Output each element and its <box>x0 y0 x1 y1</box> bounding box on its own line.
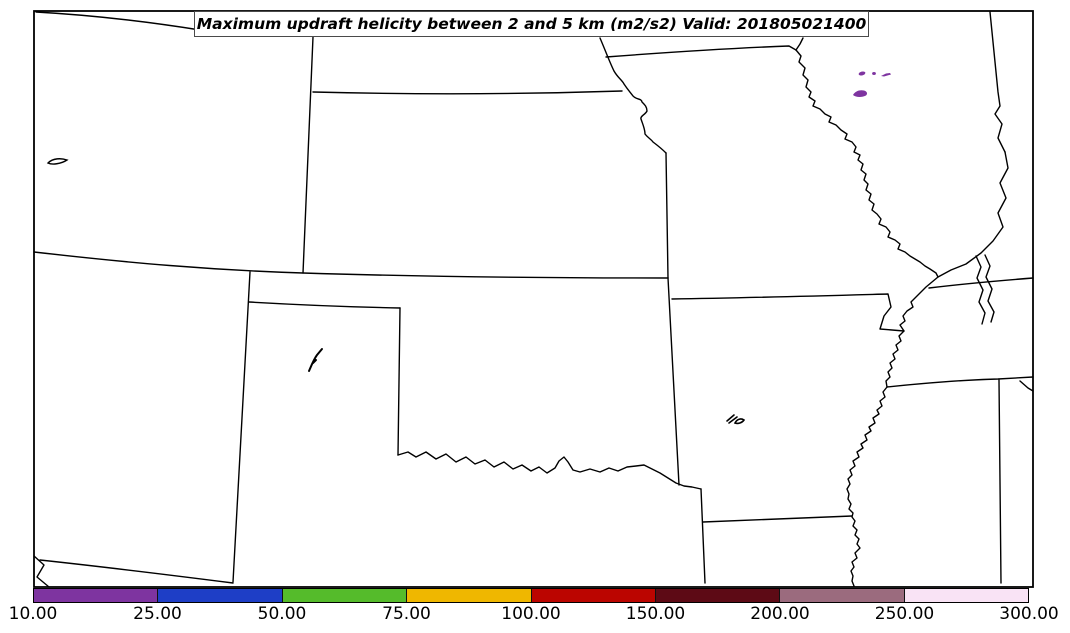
rio-grande-el-paso <box>33 555 50 588</box>
wabash-river-il-in <box>989 11 1006 153</box>
border-tn-ms <box>886 376 1034 388</box>
tennessee-river-east <box>984 254 995 323</box>
border-co-ne <box>35 11 201 31</box>
ohio-river-il-ky <box>937 151 1009 278</box>
helicity-contour-arkansas <box>726 414 746 425</box>
border-ks-mo <box>665 152 669 279</box>
border-ks-ne <box>312 90 623 95</box>
helicity-contour-iowa-2 <box>872 72 876 75</box>
tennessee-river-west <box>975 255 986 325</box>
colorbar-segment-25-50 <box>157 589 282 602</box>
colorbar <box>33 588 1029 603</box>
helicity-contour-oklahoma <box>308 348 323 372</box>
border-37n-nm-co-ks-ok <box>33 251 669 279</box>
tennessee-river-crossing <box>1019 380 1034 392</box>
helicity-contour-iowa-4 <box>853 90 868 97</box>
border-ar-la <box>702 515 853 523</box>
colorbar-segment-50-75 <box>281 589 407 602</box>
red-river-border-ok-tx <box>397 451 702 490</box>
helicity-contour-iowa-3 <box>881 73 891 77</box>
border-ia-mo <box>605 45 797 58</box>
missouri-river-border <box>599 37 667 154</box>
border-ok-panhandle-tx <box>248 301 401 309</box>
border-nm-tx-32n <box>39 559 234 584</box>
border-co-ks <box>302 36 314 274</box>
border-100w-tx-ok <box>397 307 401 456</box>
border-ok-ar <box>667 277 680 486</box>
helicity-filled-contours <box>853 71 891 97</box>
helicity-outline-contours <box>46 158 746 425</box>
colorbar-segment-250-300 <box>903 589 1028 602</box>
colorbar-segment-150-200 <box>654 589 780 602</box>
colorbar-segment-200-250 <box>779 589 904 602</box>
plot-title: Maximum updraft helicity between 2 and 5… <box>196 15 867 33</box>
mississippi-river-ia-il <box>795 37 804 51</box>
helicity-contour-iowa-1 <box>858 71 866 76</box>
plot-frame <box>33 10 1034 588</box>
border-mo-ar-bootheel <box>671 293 905 332</box>
state-borders <box>33 11 1034 588</box>
helicity-contour-colorado <box>46 158 69 165</box>
colorbar-segment-100-150 <box>530 589 655 602</box>
border-103w-nm-ok-tx <box>232 271 251 583</box>
colorbar-segment-10-25 <box>34 589 158 602</box>
colorbar-segment-75-100 <box>406 589 531 602</box>
border-tx-ar <box>700 488 706 584</box>
mississippi-river-border <box>795 49 939 587</box>
border-ms-al <box>998 379 1002 584</box>
plot-title-box: Maximum updraft helicity between 2 and 5… <box>194 11 869 37</box>
